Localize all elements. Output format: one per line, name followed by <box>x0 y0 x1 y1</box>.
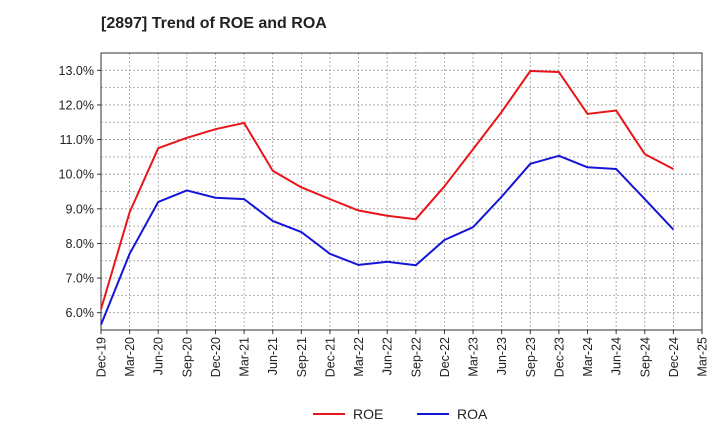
x-tick-label: Dec-23 <box>552 337 566 377</box>
y-tick-label: 10.0% <box>59 168 94 182</box>
x-tick-label: Jun-21 <box>266 337 280 375</box>
x-tick-label: Dec-19 <box>95 337 109 377</box>
x-tick-label: Jun-20 <box>152 337 166 375</box>
y-tick-label: 12.0% <box>59 98 94 112</box>
x-tick-label: Dec-24 <box>667 337 681 377</box>
x-tick-label: Sep-22 <box>409 337 423 377</box>
y-tick-label: 11.0% <box>59 133 94 147</box>
y-tick-label: 8.0% <box>66 237 95 251</box>
x-tick-label: Mar-24 <box>581 337 595 377</box>
legend-label-roa: ROA <box>457 406 488 422</box>
x-tick-label: Mar-21 <box>238 337 252 377</box>
x-tick-label: Mar-25 <box>696 337 710 377</box>
x-tick-label: Jun-22 <box>381 337 395 375</box>
x-tick-label: Jun-24 <box>610 337 624 375</box>
x-tick-label: Sep-24 <box>638 337 652 377</box>
x-tick-label: Sep-23 <box>524 337 538 377</box>
y-tick-label: 6.0% <box>66 306 95 320</box>
y-tick-label: 9.0% <box>66 202 95 216</box>
x-tick-label: Dec-20 <box>209 337 223 377</box>
x-tick-label: Mar-22 <box>352 337 366 377</box>
plot-frame <box>100 52 703 331</box>
chart-title: [2897] Trend of ROE and ROA <box>101 15 327 32</box>
x-tick-label: Sep-20 <box>180 337 194 377</box>
series-line-roa <box>100 154 675 326</box>
legend-label-roe: ROE <box>353 406 383 422</box>
y-tick-label: 7.0% <box>66 272 95 286</box>
x-tick-label: Mar-20 <box>123 337 137 377</box>
series-line-roe <box>100 70 674 310</box>
x-tick-label: Mar-23 <box>467 337 481 377</box>
x-tick-label: Dec-21 <box>323 337 337 377</box>
x-tick-label: Jun-23 <box>495 337 509 375</box>
y-tick-label: 13.0% <box>59 64 94 78</box>
x-tick-label: Sep-21 <box>295 337 309 377</box>
x-tick-label: Dec-22 <box>438 337 452 377</box>
